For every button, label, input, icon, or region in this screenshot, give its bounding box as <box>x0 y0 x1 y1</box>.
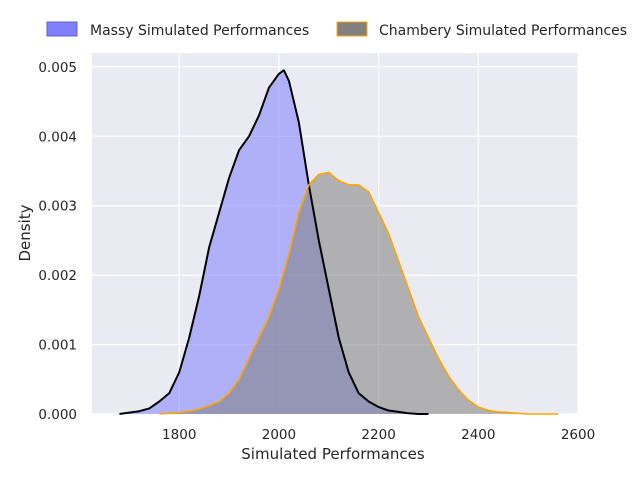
legend-label-chambery: Chambery Simulated Performances <box>379 23 627 39</box>
chambery-density-line <box>159 171 559 415</box>
y-tick-label: 0.004 <box>38 129 77 145</box>
y-axis-title: Density <box>16 204 34 261</box>
legend-label-massy: Massy Simulated Performances <box>90 23 309 39</box>
y-tick-label: 0.000 <box>38 407 77 423</box>
y-tick-label: 0.003 <box>38 199 77 215</box>
x-tick-label: 2200 <box>361 427 395 443</box>
chambery-density-fill <box>159 172 559 414</box>
massy-density-line <box>119 69 429 415</box>
density-areas <box>119 69 559 415</box>
y-tick-labels: 0.000 0.001 0.002 0.003 0.004 0.005 <box>38 60 77 423</box>
x-axis-title: Simulated Performances <box>241 445 425 463</box>
x-tick-label: 2000 <box>262 427 296 443</box>
y-tick-label: 0.005 <box>38 60 77 76</box>
y-tick-label: 0.002 <box>38 268 77 284</box>
y-tick-label: 0.001 <box>38 338 77 354</box>
massy-density-fill <box>119 70 429 415</box>
x-tick-labels: 1800 2000 2200 2400 2600 <box>162 427 595 443</box>
x-tick-label: 2400 <box>461 427 495 443</box>
legend: Massy Simulated Performances Chambery Si… <box>46 21 627 39</box>
x-tick-label: 2600 <box>561 427 595 443</box>
legend-swatch-chambery <box>336 21 368 37</box>
x-tick-label: 1800 <box>162 427 196 443</box>
legend-swatch-massy <box>46 21 78 37</box>
